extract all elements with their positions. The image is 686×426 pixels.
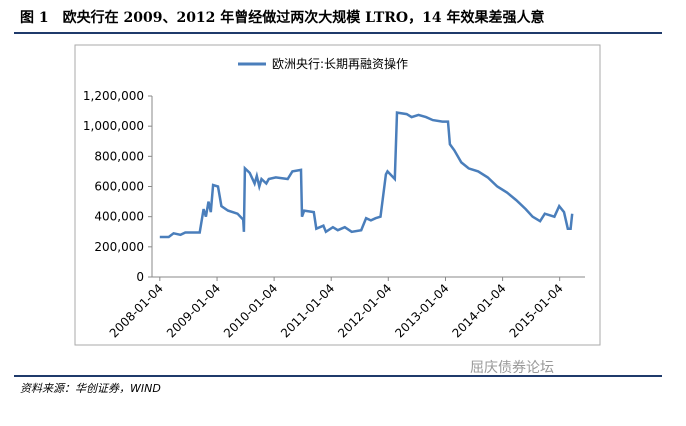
y-tick-label: 1,200,000 <box>83 89 144 103</box>
y-tick-label: 0 <box>136 270 144 284</box>
figure-title: 图 1 欧央行在 2009、2012 年曾经做过两次大规模 LTRO，14 年效… <box>20 9 544 26</box>
series-line <box>159 111 574 239</box>
x-tick-label: 2013-01-04 <box>392 281 451 340</box>
source: 资料来源：华创证券，WIND <box>20 382 161 395</box>
plot: 0 200,000 400,000 600,000 800,000 1,000,000 1,… <box>83 56 585 340</box>
x-tick-label: 2014-01-04 <box>449 281 508 340</box>
x-tick-label: 2010-01-04 <box>221 281 280 340</box>
watermark: 屈庆债券论坛 <box>470 360 554 376</box>
y-tick-label: 1,000,000 <box>83 119 144 133</box>
y-tick-label: 600,000 <box>94 180 144 194</box>
y-tick-label: 400,000 <box>94 210 144 224</box>
y-tick-label: 800,000 <box>94 149 144 163</box>
chart-frame <box>74 44 601 346</box>
x-tick-label: 2012-01-04 <box>335 281 394 340</box>
y-tick-label: 200,000 <box>94 240 144 254</box>
x-tick-label: 2011-01-04 <box>278 281 337 340</box>
x-tick-label: 2008-01-04 <box>107 281 166 340</box>
legend-label: 欧洲央行:长期再融资操作 <box>272 56 408 71</box>
x-tick-label: 2015-01-04 <box>507 281 566 340</box>
x-tick-label: 2009-01-04 <box>164 281 223 340</box>
